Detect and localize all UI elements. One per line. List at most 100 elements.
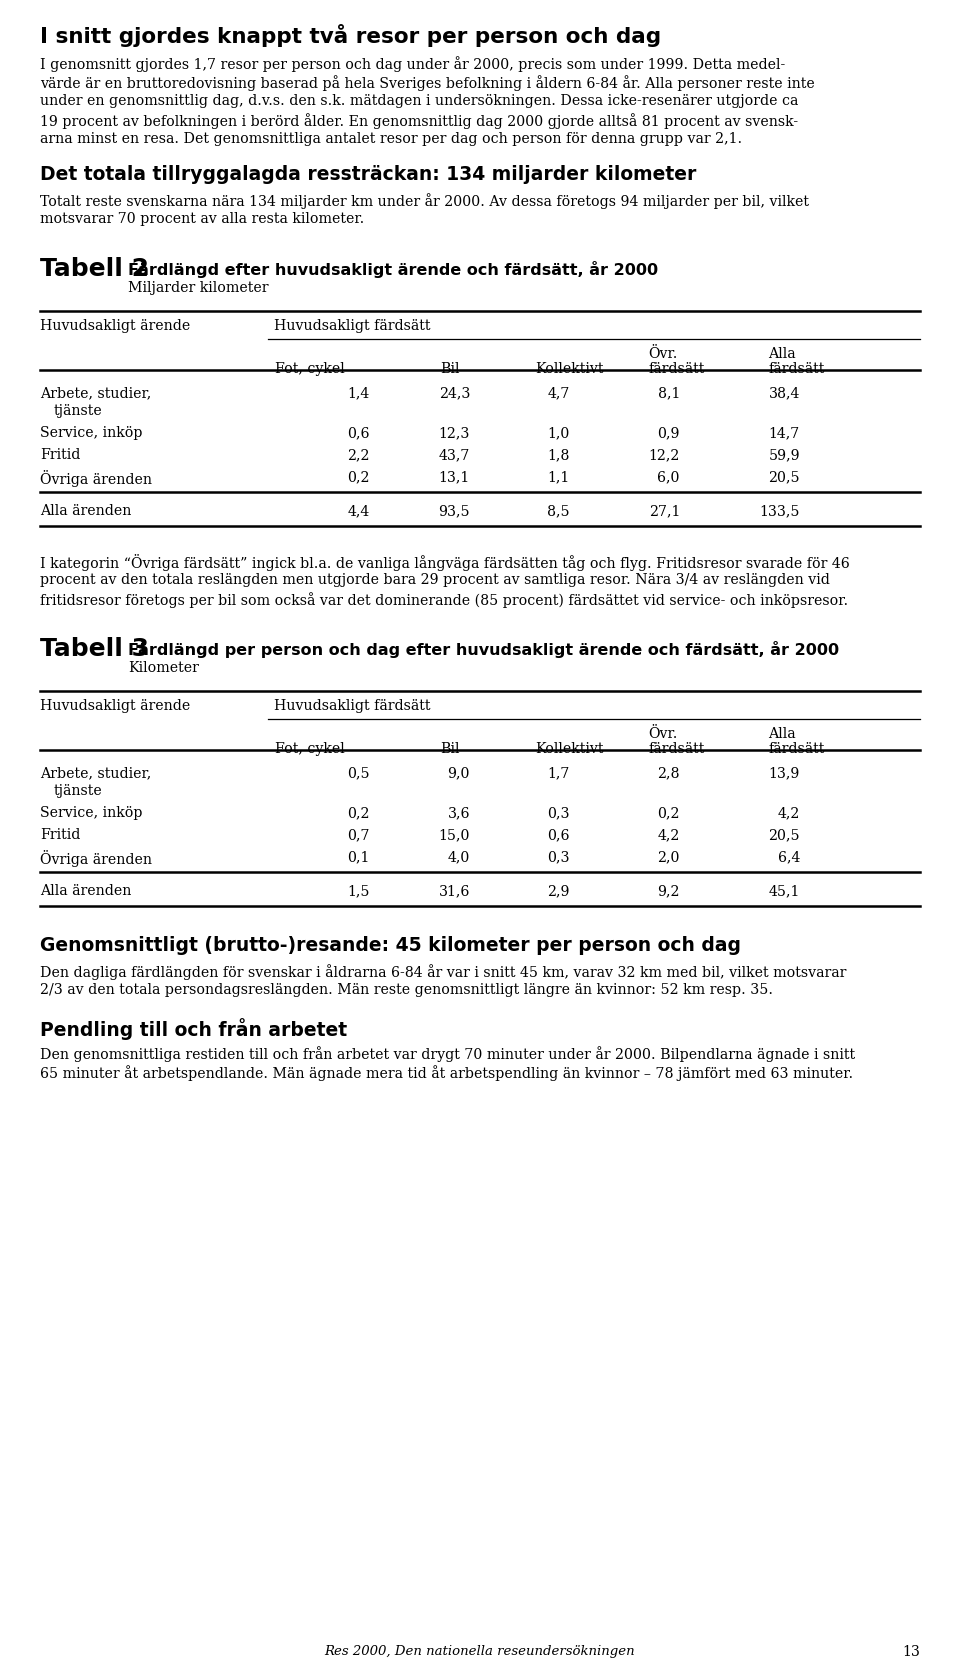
Text: 1,1: 1,1 (548, 470, 570, 483)
Text: Övr.: Övr. (648, 347, 678, 360)
Text: Alla: Alla (768, 347, 796, 360)
Text: Alla: Alla (768, 728, 796, 741)
Text: Miljarder kilometer: Miljarder kilometer (128, 281, 269, 296)
Text: 31,6: 31,6 (439, 884, 470, 899)
Text: 24,3: 24,3 (439, 385, 470, 400)
Text: 59,9: 59,9 (768, 448, 800, 462)
Text: Färdlängd efter huvudsakligt ärende och färdsätt, år 2000: Färdlängd efter huvudsakligt ärende och … (128, 261, 659, 277)
Text: 2,0: 2,0 (658, 850, 680, 864)
Text: 6,0: 6,0 (658, 470, 680, 483)
Text: Res 2000, Den nationella reseundersökningen: Res 2000, Den nationella reseundersöknin… (324, 1644, 636, 1658)
Text: 0,2: 0,2 (348, 806, 370, 821)
Text: 4,0: 4,0 (447, 850, 470, 864)
Text: 12,2: 12,2 (649, 448, 680, 462)
Text: Huvudsakligt ärende: Huvudsakligt ärende (40, 699, 190, 713)
Text: Arbete, studier,: Arbete, studier, (40, 766, 152, 781)
Text: färdsätt: färdsätt (648, 362, 705, 375)
Text: 43,7: 43,7 (439, 448, 470, 462)
Text: Huvudsakligt ärende: Huvudsakligt ärende (40, 319, 190, 332)
Text: Den genomsnittliga restiden till och från arbetet var drygt 70 minuter under år : Den genomsnittliga restiden till och frå… (40, 1046, 855, 1061)
Text: motsvarar 70 procent av alla resta kilometer.: motsvarar 70 procent av alla resta kilom… (40, 213, 364, 226)
Text: 20,5: 20,5 (768, 470, 800, 483)
Text: tjänste: tjänste (54, 404, 103, 419)
Text: 4,7: 4,7 (547, 385, 570, 400)
Text: I genomsnitt gjordes 1,7 resor per person och dag under år 2000, precis som unde: I genomsnitt gjordes 1,7 resor per perso… (40, 56, 785, 71)
Text: Fritid: Fritid (40, 827, 81, 842)
Text: fritidsresor företogs per bil som också var det dominerande (85 procent) färdsät: fritidsresor företogs per bil som också … (40, 591, 848, 608)
Text: Övriga ärenden: Övriga ärenden (40, 470, 152, 487)
Text: 1,8: 1,8 (547, 448, 570, 462)
Text: 9,0: 9,0 (447, 766, 470, 781)
Text: Tabell 3: Tabell 3 (40, 638, 149, 661)
Text: färdsätt: färdsätt (648, 742, 705, 756)
Text: 8,5: 8,5 (547, 503, 570, 518)
Text: Service, inköp: Service, inköp (40, 806, 142, 821)
Text: Kollektivt: Kollektivt (535, 362, 604, 375)
Text: Service, inköp: Service, inköp (40, 425, 142, 440)
Text: 0,2: 0,2 (348, 470, 370, 483)
Text: Genomsnittligt (brutto-)resande: 45 kilometer per person och dag: Genomsnittligt (brutto-)resande: 45 kilo… (40, 937, 741, 955)
Text: 6,4: 6,4 (778, 850, 800, 864)
Text: 2,9: 2,9 (547, 884, 570, 899)
Text: 27,1: 27,1 (649, 503, 680, 518)
Text: 93,5: 93,5 (439, 503, 470, 518)
Text: 1,4: 1,4 (348, 385, 370, 400)
Text: 20,5: 20,5 (768, 827, 800, 842)
Text: 0,2: 0,2 (658, 806, 680, 821)
Text: 1,7: 1,7 (547, 766, 570, 781)
Text: Övr.: Övr. (648, 728, 678, 741)
Text: Den dagliga färdlängden för svenskar i åldrarna 6-84 år var i snitt 45 km, varav: Den dagliga färdlängden för svenskar i å… (40, 963, 847, 980)
Text: Kollektivt: Kollektivt (535, 742, 604, 756)
Text: Fot, cykel: Fot, cykel (275, 362, 345, 375)
Text: 65 minuter åt arbetspendlande. Män ägnade mera tid åt arbetspendling än kvinnor : 65 minuter åt arbetspendlande. Män ägnad… (40, 1065, 853, 1081)
Text: 0,3: 0,3 (547, 850, 570, 864)
Text: 2/3 av den totala persondagsreslängden. Män reste genomsnittligt längre än kvinn: 2/3 av den totala persondagsreslängden. … (40, 983, 773, 997)
Text: 19 procent av befolkningen i berörd ålder. En genomsnittlig dag 2000 gjorde allt: 19 procent av befolkningen i berörd ålde… (40, 113, 798, 130)
Text: 9,2: 9,2 (658, 884, 680, 899)
Text: I snitt gjordes knappt två resor per person och dag: I snitt gjordes knappt två resor per per… (40, 23, 661, 47)
Text: Huvudsakligt färdsätt: Huvudsakligt färdsätt (274, 319, 430, 332)
Text: Pendling till och från arbetet: Pendling till och från arbetet (40, 1018, 348, 1040)
Text: 3,6: 3,6 (447, 806, 470, 821)
Text: 13: 13 (902, 1644, 920, 1659)
Text: Fot, cykel: Fot, cykel (275, 742, 345, 756)
Text: 4,2: 4,2 (778, 806, 800, 821)
Text: 0,9: 0,9 (658, 425, 680, 440)
Text: färdsätt: färdsätt (768, 742, 825, 756)
Text: Övriga ärenden: Övriga ärenden (40, 850, 152, 867)
Text: 4,2: 4,2 (658, 827, 680, 842)
Text: Bil: Bil (440, 742, 460, 756)
Text: Färdlängd per person och dag efter huvudsakligt ärende och färdsätt, år 2000: Färdlängd per person och dag efter huvud… (128, 641, 839, 658)
Text: 0,6: 0,6 (348, 425, 370, 440)
Text: 14,7: 14,7 (769, 425, 800, 440)
Text: 0,5: 0,5 (348, 766, 370, 781)
Text: 12,3: 12,3 (439, 425, 470, 440)
Text: Det totala tillryggalagda ressträckan: 134 miljarder kilometer: Det totala tillryggalagda ressträckan: 1… (40, 164, 696, 184)
Text: 0,1: 0,1 (348, 850, 370, 864)
Text: Tabell 2: Tabell 2 (40, 257, 149, 281)
Text: värde är en bruttoredovisning baserad på hela Sveriges befolkning i åldern 6-84 : värde är en bruttoredovisning baserad på… (40, 75, 815, 91)
Text: 38,4: 38,4 (769, 385, 800, 400)
Text: 8,1: 8,1 (658, 385, 680, 400)
Text: 2,8: 2,8 (658, 766, 680, 781)
Text: 13,9: 13,9 (769, 766, 800, 781)
Text: Alla ärenden: Alla ärenden (40, 503, 132, 518)
Text: arna minst en resa. Det genomsnittliga antalet resor per dag och person för denn: arna minst en resa. Det genomsnittliga a… (40, 131, 742, 146)
Text: procent av den totala reslängden men utgjorde bara 29 procent av samtliga resor.: procent av den totala reslängden men utg… (40, 573, 829, 586)
Text: Bil: Bil (440, 362, 460, 375)
Text: 45,1: 45,1 (769, 884, 800, 899)
Text: Totalt reste svenskarna nära 134 miljarder km under år 2000. Av dessa företogs 9: Totalt reste svenskarna nära 134 miljard… (40, 193, 809, 209)
Text: 0,7: 0,7 (348, 827, 370, 842)
Text: Fritid: Fritid (40, 448, 81, 462)
Text: Kilometer: Kilometer (128, 661, 199, 674)
Text: I kategorin “Övriga färdsätt” ingick bl.a. de vanliga långväga färdsätten tåg oc: I kategorin “Övriga färdsätt” ingick bl.… (40, 555, 850, 571)
Text: 13,1: 13,1 (439, 470, 470, 483)
Text: 4,4: 4,4 (348, 503, 370, 518)
Text: Alla ärenden: Alla ärenden (40, 884, 132, 899)
Text: 15,0: 15,0 (439, 827, 470, 842)
Text: under en genomsnittlig dag, d.v.s. den s.k. mätdagen i undersökningen. Dessa ick: under en genomsnittlig dag, d.v.s. den s… (40, 95, 799, 108)
Text: 1,5: 1,5 (348, 884, 370, 899)
Text: 1,0: 1,0 (547, 425, 570, 440)
Text: Arbete, studier,: Arbete, studier, (40, 385, 152, 400)
Text: 0,3: 0,3 (547, 806, 570, 821)
